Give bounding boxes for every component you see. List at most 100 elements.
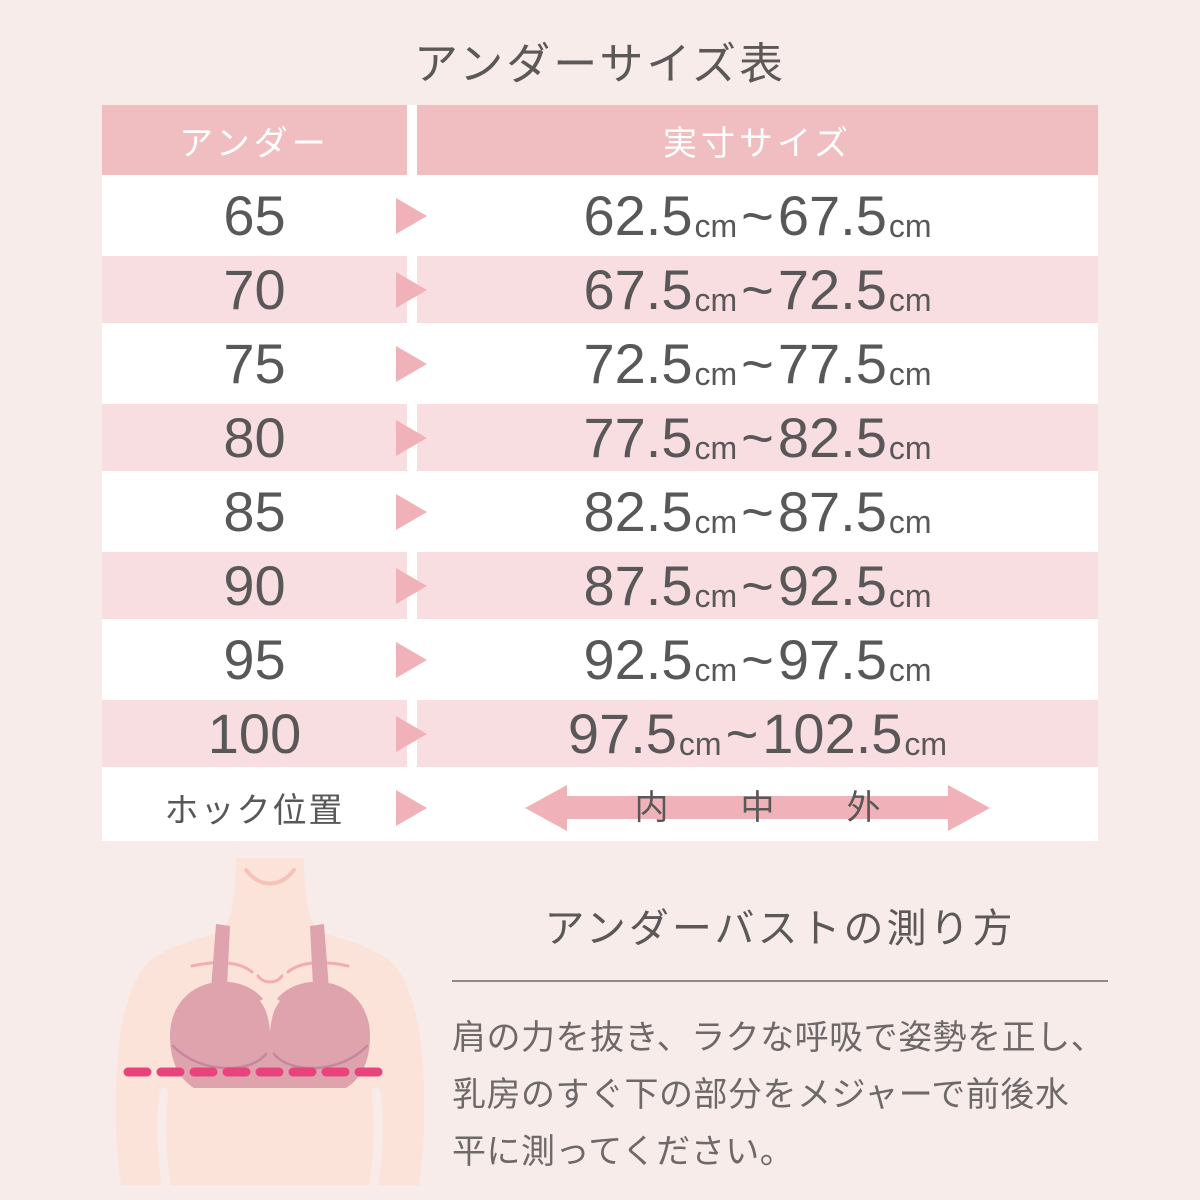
hook-position-label: ホック位置: [102, 774, 407, 841]
unit-label: cm: [694, 282, 738, 318]
under-size-cell: 75: [102, 330, 407, 397]
under-size-value: 100: [207, 702, 302, 765]
arrow-bar: 内 中 外: [567, 791, 948, 825]
bra-seam-line: [272, 1044, 369, 1070]
range-tilde: ~: [741, 479, 774, 543]
under-size-value: 85: [223, 480, 286, 543]
measure-instructions: 肩の力を抜き、ラクな呼吸で姿勢を正し、 乳房のすぐ下の部分をメジャーで前後水 平…: [452, 1010, 1108, 1181]
actual-size-cell: 92.5 cm ~97.5 cm: [417, 626, 1098, 693]
unit-label: cm: [694, 652, 738, 688]
unit-label: cm: [888, 282, 932, 318]
table-row: 100 97.5 cm ~102.5 cm: [102, 700, 1098, 767]
actual-size-cell: 62.5 cm ~67.5 cm: [417, 182, 1098, 249]
table-row: 95 92.5 cm ~97.5 cm: [102, 626, 1098, 693]
range-max: 102.5: [762, 701, 903, 765]
range-min: 72.5: [583, 331, 693, 395]
range-max: 82.5: [777, 405, 887, 469]
instruction-line: 乳房のすぐ下の部分をメジャーで前後水: [452, 1076, 1070, 1114]
unit-label: cm: [694, 430, 738, 466]
hook-position-outer: 外: [846, 788, 881, 827]
hook-position-middle: 中: [740, 788, 775, 827]
table-row: 85 82.5 cm ~87.5 cm: [102, 478, 1098, 545]
actual-size-cell: 82.5 cm ~87.5 cm: [417, 478, 1098, 545]
range-max: 87.5: [777, 479, 887, 543]
under-size-cell: 85: [102, 478, 407, 545]
under-size-value: 75: [223, 332, 286, 395]
under-size-value: 95: [223, 628, 286, 691]
unit-label: cm: [888, 578, 932, 614]
actual-size-cell: 97.5 cm ~102.5 cm: [417, 700, 1098, 767]
unit-label: cm: [888, 504, 932, 540]
under-size-cell: 100: [102, 700, 407, 767]
bra-center-notch: [260, 997, 280, 1032]
range-max: 77.5: [777, 331, 887, 395]
table-header-row: アンダー 実寸サイズ: [102, 105, 1098, 175]
arm-gap-line: [157, 1087, 171, 1185]
under-size-value: 90: [223, 554, 286, 617]
range-min: 77.5: [583, 405, 693, 469]
range-tilde: ~: [741, 553, 774, 617]
under-size-value: 80: [223, 406, 286, 469]
hook-position-arrow-icon: 内 中 外: [525, 784, 990, 831]
header-under: アンダー: [102, 105, 407, 175]
unit-label: cm: [888, 208, 932, 244]
unit-label: cm: [694, 356, 738, 392]
row-arrow-icon: [396, 641, 427, 678]
measure-section: アンダーバストの測り方 肩の力を抜き、ラクな呼吸で姿勢を正し、 乳房のすぐ下の部…: [452, 896, 1108, 1181]
range-tilde: ~: [741, 257, 774, 321]
unit-label: cm: [694, 504, 738, 540]
table-row: 90 87.5 cm ~92.5 cm: [102, 552, 1098, 619]
range-max: 67.5: [777, 183, 887, 247]
unit-label: cm: [904, 726, 948, 762]
row-arrow-icon: [396, 345, 427, 382]
under-size-cell: 70: [102, 256, 407, 323]
under-size-value: 70: [223, 258, 286, 321]
row-arrow-icon: [396, 715, 427, 752]
heading-divider: [452, 980, 1108, 982]
range-max: 97.5: [777, 627, 887, 691]
range-max: 72.5: [777, 257, 887, 321]
actual-size-cell: 87.5 cm ~92.5 cm: [417, 552, 1098, 619]
chin-shadow-line: [244, 868, 296, 886]
bra-icon: [170, 981, 370, 1088]
range-tilde: ~: [741, 627, 774, 691]
under-size-value: 65: [223, 184, 286, 247]
instruction-line: 平に測ってください。: [452, 1133, 795, 1171]
range-min: 92.5: [583, 627, 693, 691]
arm-gap-line: [369, 1087, 383, 1185]
row-arrow-icon: [396, 567, 427, 604]
unit-label: cm: [694, 208, 738, 244]
column-divider: [407, 105, 417, 175]
unit-label: cm: [888, 652, 932, 688]
actual-size-cell: 77.5 cm ~82.5 cm: [417, 404, 1098, 471]
unit-label: cm: [678, 726, 722, 762]
under-size-table: アンダー 実寸サイズ 65 62.5 cm ~67.5 cm 70 67.5 cm ~72…: [102, 105, 1098, 841]
unit-label: cm: [888, 430, 932, 466]
arrow-left-head-icon: [525, 784, 567, 831]
range-tilde: ~: [741, 405, 774, 469]
unit-label: cm: [888, 356, 932, 392]
range-min: 67.5: [583, 257, 693, 321]
sternum-notch-line: [256, 974, 284, 984]
hook-position-row: ホック位置 内 中 外: [102, 774, 1098, 841]
row-arrow-icon: [396, 419, 427, 456]
bra-seam-line: [171, 1044, 268, 1070]
measure-heading: アンダーバストの測り方: [544, 907, 1016, 951]
row-arrow-icon: [396, 493, 427, 530]
row-arrow-icon: [396, 197, 427, 234]
range-max: 92.5: [777, 553, 887, 617]
actual-size-cell: 72.5 cm ~77.5 cm: [417, 330, 1098, 397]
under-size-cell: 90: [102, 552, 407, 619]
range-min: 62.5: [583, 183, 693, 247]
arrow-right-head-icon: [948, 784, 990, 831]
row-arrow-icon: [396, 789, 427, 826]
unit-label: cm: [694, 578, 738, 614]
under-size-cell: 65: [102, 182, 407, 249]
table-row: 70 67.5 cm ~72.5 cm: [102, 256, 1098, 323]
range-min: 82.5: [583, 479, 693, 543]
under-size-cell: 80: [102, 404, 407, 471]
range-min: 87.5: [583, 553, 693, 617]
range-min: 97.5: [567, 701, 677, 765]
table-row: 75 72.5 cm ~77.5 cm: [102, 330, 1098, 397]
page-title: アンダーサイズ表: [413, 40, 787, 89]
